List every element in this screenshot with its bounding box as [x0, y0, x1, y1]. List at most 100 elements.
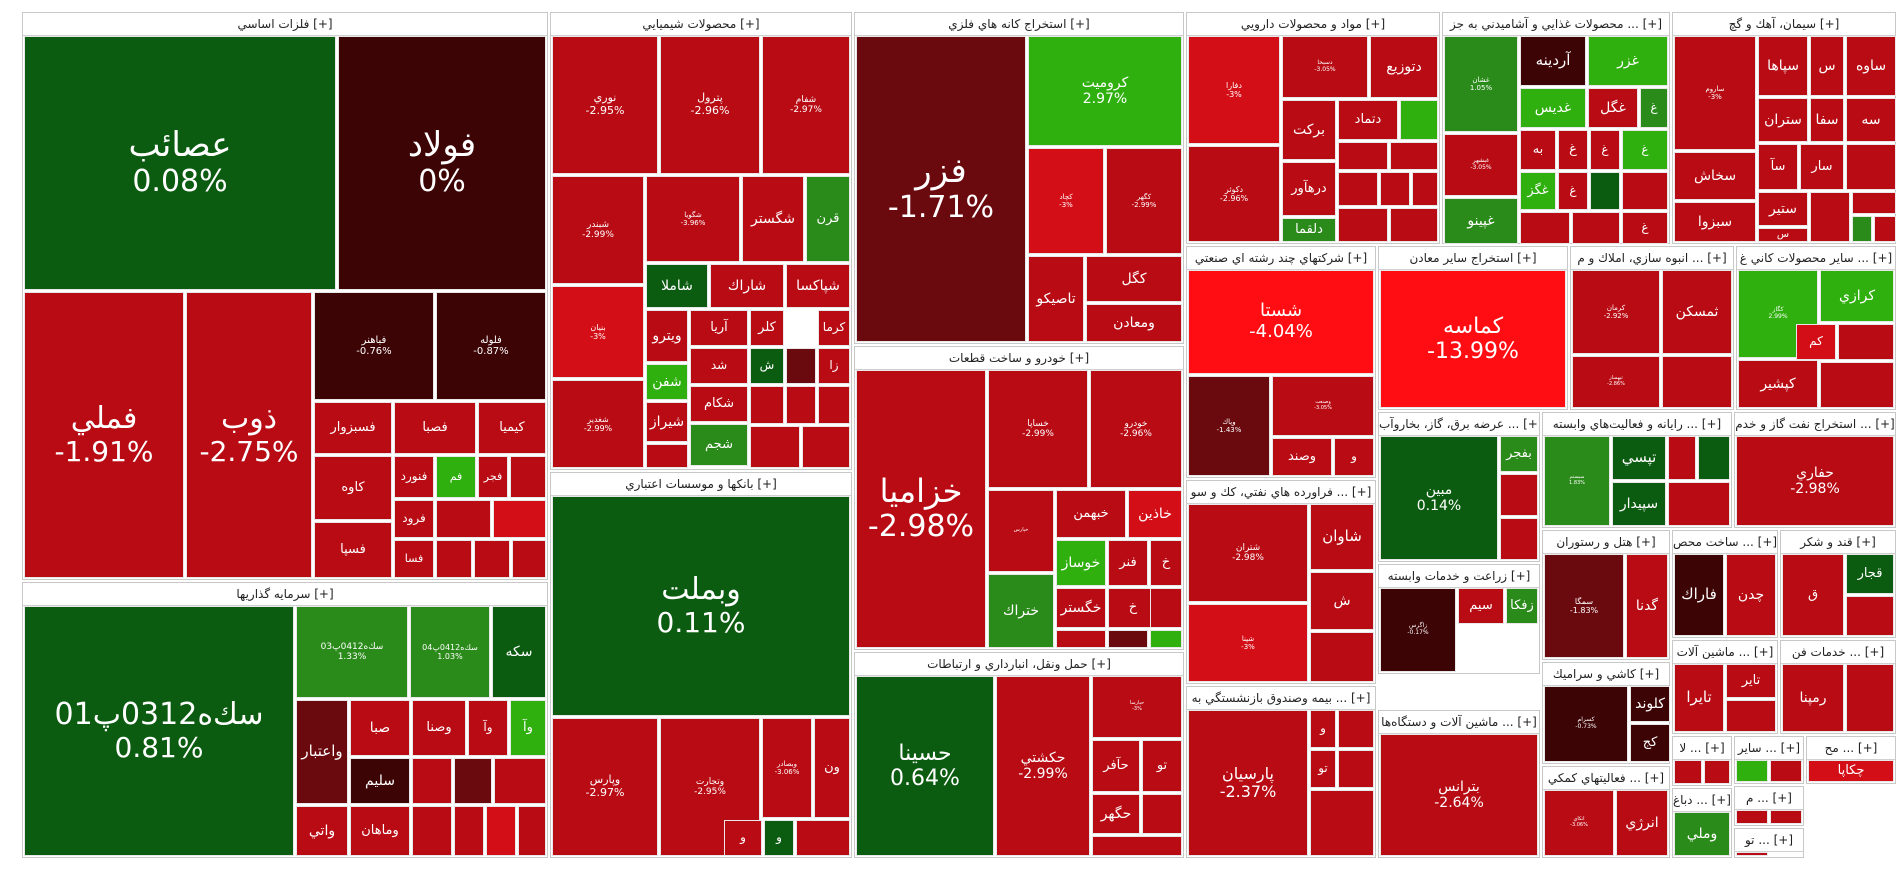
- minor-stock-tile[interactable]: [412, 806, 452, 856]
- stock-tile[interactable]: ش: [750, 348, 784, 384]
- minor-stock-tile[interactable]: [1500, 474, 1538, 516]
- stock-tile[interactable]: وصنعت -3.05%: [1272, 376, 1374, 436]
- stock-tile[interactable]: كرمان -2.92%: [1572, 270, 1660, 354]
- stock-tile[interactable]: كم: [1796, 324, 1836, 360]
- minor-stock-tile[interactable]: [518, 806, 546, 856]
- stock-tile[interactable]: فزر -1.71%: [856, 36, 1026, 342]
- minor-stock-tile[interactable]: [796, 820, 850, 856]
- stock-tile[interactable]: غگز: [1520, 172, 1556, 210]
- stock-tile[interactable]: سه: [1846, 98, 1896, 142]
- sector-header[interactable]: قند و شكر [+]: [1781, 531, 1895, 554]
- minor-stock-tile[interactable]: [1838, 324, 1894, 360]
- stock-tile[interactable]: نوري -2.95%: [552, 36, 658, 174]
- stock-tile[interactable]: غ: [1558, 172, 1588, 210]
- stock-tile[interactable]: شغدير -2.99%: [552, 380, 644, 468]
- stock-tile[interactable]: قجار: [1846, 554, 1894, 594]
- stock-tile[interactable]: كرازي: [1820, 270, 1894, 322]
- stock-tile[interactable]: سمگا -1.83%: [1544, 554, 1624, 658]
- sector-header[interactable]: زراعت و خدمات وابسته [+]: [1379, 565, 1539, 588]
- stock-tile[interactable]: غشان 1.05%: [1444, 36, 1518, 132]
- sector-header[interactable]: انبوه سازي، املاك و م ... [+]: [1571, 247, 1733, 270]
- sector-header[interactable]: م ... [+]: [1735, 787, 1803, 810]
- minor-stock-tile[interactable]: [1846, 144, 1896, 190]
- minor-stock-tile[interactable]: [1590, 172, 1620, 210]
- stock-tile[interactable]: سك‌ه0412پ03 1.33%: [296, 606, 408, 698]
- minor-stock-tile[interactable]: [1662, 356, 1732, 408]
- stock-tile[interactable]: فسپا: [314, 522, 392, 578]
- stock-tile[interactable]: تايرا: [1674, 664, 1724, 732]
- stock-tile[interactable]: سبزوا: [1674, 202, 1756, 242]
- minor-stock-tile[interactable]: [1520, 212, 1570, 244]
- stock-tile[interactable]: ثمسكن: [1662, 270, 1732, 354]
- stock-tile[interactable]: وصند: [1272, 438, 1332, 476]
- minor-stock-tile[interactable]: [1704, 760, 1730, 784]
- stock-tile[interactable]: درهآور: [1282, 162, 1336, 216]
- stock-tile[interactable]: فصبا: [394, 402, 476, 454]
- minor-stock-tile[interactable]: [750, 426, 800, 468]
- stock-tile[interactable]: شگستر: [742, 176, 804, 262]
- minor-stock-tile[interactable]: [1726, 700, 1776, 732]
- sector-header[interactable]: خدمات فن ... [+]: [1781, 641, 1895, 664]
- stock-tile[interactable]: شفن: [646, 364, 688, 400]
- sector-header[interactable]: شركتهاي چند رشته اي صنعتي [+]: [1187, 247, 1375, 270]
- sector-header[interactable]: محصولات شيميايي [+]: [551, 13, 851, 36]
- minor-stock-tile[interactable]: [1056, 630, 1106, 648]
- stock-tile[interactable]: سآ: [1758, 144, 1798, 190]
- stock-tile[interactable]: كرما: [818, 310, 850, 346]
- sector-header[interactable]: ساخت محص ... [+]: [1673, 531, 1777, 554]
- stock-tile[interactable]: فاراك: [1674, 554, 1724, 636]
- stock-tile[interactable]: سفا: [1810, 98, 1844, 142]
- stock-tile[interactable]: قرن: [806, 176, 850, 262]
- sector-header[interactable]: سرمايه گذاريها [+]: [23, 583, 547, 606]
- stock-tile[interactable]: گدنا: [1626, 554, 1668, 658]
- stock-tile[interactable]: زاگرس -0.17%: [1380, 588, 1456, 672]
- stock-tile[interactable]: ش: [1310, 572, 1374, 630]
- stock-tile[interactable]: چدن: [1726, 554, 1776, 636]
- stock-tile[interactable]: فملي -1.91%: [24, 292, 184, 578]
- minor-stock-tile[interactable]: [1852, 216, 1872, 242]
- stock-tile[interactable]: فسا: [394, 540, 434, 578]
- stock-tile[interactable]: تاصيكو: [1028, 256, 1084, 342]
- stock-tile[interactable]: سيم: [1458, 588, 1504, 624]
- stock-tile[interactable]: غ: [1558, 130, 1588, 170]
- stock-tile[interactable]: كج: [1630, 724, 1670, 762]
- stock-tile[interactable]: شكام: [690, 386, 748, 422]
- stock-tile[interactable]: غدیس: [1520, 88, 1586, 128]
- stock-tile[interactable]: و: [1334, 438, 1374, 476]
- stock-tile[interactable]: كلوند: [1630, 686, 1670, 722]
- stock-tile[interactable]: خساپا -2.99%: [988, 370, 1088, 488]
- stock-tile[interactable]: شتران -2.98%: [1188, 504, 1308, 602]
- sector-header[interactable]: فلزات اساسي [+]: [23, 13, 547, 36]
- sector-header[interactable]: تو ... [+]: [1735, 829, 1803, 852]
- sector-header[interactable]: بيمه وصندوق بازنشستگي به ... [+]: [1187, 687, 1375, 710]
- stock-tile[interactable]: دتوزيع: [1370, 36, 1438, 98]
- stock-tile[interactable]: دتماد: [1338, 100, 1398, 140]
- stock-tile[interactable]: ختراك: [988, 574, 1054, 648]
- stock-tile[interactable]: كيميا: [478, 402, 546, 454]
- stock-tile[interactable]: فم: [436, 456, 476, 498]
- minor-stock-tile[interactable]: [1338, 208, 1388, 242]
- stock-tile[interactable]: و: [1310, 710, 1336, 748]
- stock-tile[interactable]: ق: [1782, 554, 1844, 636]
- stock-tile[interactable]: كگهر -2.99%: [1106, 148, 1182, 254]
- stock-tile[interactable]: خودرو -2.96%: [1090, 370, 1182, 488]
- stock-tile[interactable]: حسينا 0.64%: [856, 676, 994, 856]
- stock-tile[interactable]: فنر: [1108, 540, 1148, 586]
- sector-header[interactable]: لا ... [+]: [1673, 737, 1731, 760]
- stock-tile[interactable]: حكشتي -2.99%: [996, 676, 1090, 856]
- stock-tile[interactable]: سيستم 1.83%: [1544, 436, 1610, 526]
- stock-tile[interactable]: غپينو: [1444, 198, 1518, 244]
- stock-tile[interactable]: وملي: [1674, 812, 1730, 856]
- stock-tile[interactable]: وبصادر -3.06%: [762, 718, 812, 818]
- sector-header[interactable]: ساير محصولات كاني غ ... [+]: [1737, 247, 1895, 270]
- stock-tile[interactable]: چكاپا: [1808, 760, 1894, 782]
- minor-stock-tile[interactable]: [1736, 810, 1768, 824]
- stock-tile[interactable]: دفارا -3%: [1188, 36, 1280, 144]
- stock-tile[interactable]: شجم: [690, 424, 748, 466]
- stock-tile[interactable]: خبهمن: [1056, 490, 1126, 538]
- stock-tile[interactable]: اتكاي -3.06%: [1544, 790, 1614, 856]
- stock-tile[interactable]: ثبهساز -2.86%: [1572, 356, 1660, 408]
- stock-tile[interactable]: و: [724, 820, 762, 856]
- minor-stock-tile[interactable]: [1852, 192, 1896, 214]
- minor-stock-tile[interactable]: [1390, 208, 1438, 242]
